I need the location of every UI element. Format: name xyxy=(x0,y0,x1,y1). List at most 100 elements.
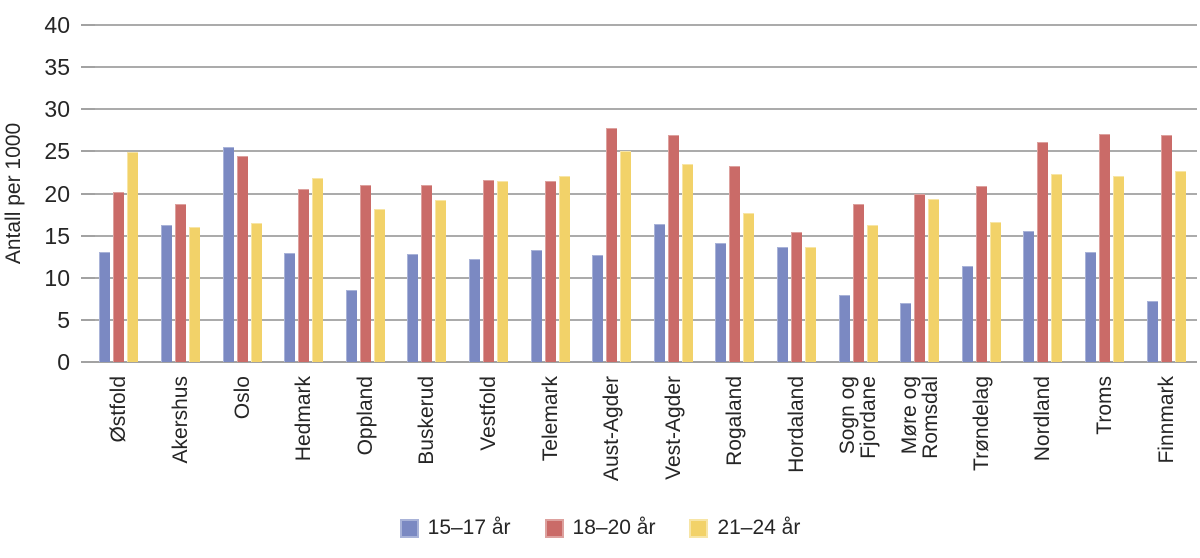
bar-series2-cat5 xyxy=(435,200,447,362)
gridline xyxy=(88,24,1197,26)
bar-series1-cat3 xyxy=(298,189,310,362)
bar-series2-cat13 xyxy=(928,198,940,362)
legend-label: 21–24 år xyxy=(717,516,801,539)
bar-series1-cat8 xyxy=(606,127,618,362)
y-axis-title-text: Antall per 1000 xyxy=(2,122,25,265)
legend-item: 21–24 år xyxy=(689,517,800,539)
bar-series0-cat5 xyxy=(407,254,419,362)
gridline xyxy=(88,192,1197,195)
y-tick-label: 10 xyxy=(44,264,70,291)
bar-series0-cat14 xyxy=(961,265,973,362)
legend-swatch-icon xyxy=(399,518,419,538)
y-axis-tick xyxy=(81,318,95,321)
gridline xyxy=(88,318,1197,321)
bar-series0-cat1 xyxy=(160,224,172,362)
bar-series1-cat1 xyxy=(174,203,186,362)
gridline xyxy=(88,234,1197,237)
bar-series0-cat3 xyxy=(284,253,296,362)
bar-series2-cat8 xyxy=(620,151,632,362)
y-axis-tick-labels: 0 5 10 15 20 25 30 35 40 xyxy=(24,0,70,400)
bar-series2-cat15 xyxy=(1051,174,1063,362)
bar-series0-cat10 xyxy=(715,243,727,362)
bar-series0-cat11 xyxy=(777,247,789,362)
x-axis-label: Buskerud xyxy=(415,376,439,465)
bar-series2-cat9 xyxy=(681,164,693,362)
y-axis-tick xyxy=(81,66,95,69)
bar-series2-cat16 xyxy=(1113,175,1125,362)
x-axis-label: Rogaland xyxy=(723,376,747,466)
x-axis-label: Oppland xyxy=(353,376,377,456)
bar-series0-cat9 xyxy=(653,223,665,362)
bar-series2-cat7 xyxy=(558,175,570,362)
x-axis-label: Vestfold xyxy=(476,376,500,451)
x-axis-line xyxy=(88,361,1197,363)
bar-series0-cat12 xyxy=(838,294,850,362)
y-tick-label: 35 xyxy=(44,54,70,81)
y-axis-tick xyxy=(81,192,95,195)
bar-series2-cat14 xyxy=(989,222,1001,362)
bar-series1-cat4 xyxy=(359,185,371,362)
bar-series0-cat16 xyxy=(1085,251,1097,362)
bar-series1-cat10 xyxy=(729,165,741,362)
bar-series0-cat4 xyxy=(345,290,357,362)
gridline xyxy=(88,276,1197,279)
y-tick-label: 15 xyxy=(44,222,70,249)
bar-series0-cat0 xyxy=(99,251,111,362)
gridline xyxy=(88,66,1197,69)
y-axis-tick xyxy=(81,24,95,26)
x-axis-label: Troms xyxy=(1093,376,1117,435)
legend: 15–17 år 18–20 år 21–24 år xyxy=(0,517,1200,539)
x-axis-label: Vest-Agder xyxy=(661,376,685,480)
bar-series2-cat11 xyxy=(805,247,817,362)
x-axis-label: Møre og Romsdal xyxy=(897,376,942,459)
legend-item: 15–17 år xyxy=(399,516,511,539)
bar-series1-cat14 xyxy=(975,185,987,362)
bar-series1-cat16 xyxy=(1099,133,1111,362)
gridline xyxy=(88,108,1197,111)
bar-series1-cat15 xyxy=(1037,142,1049,362)
bar-series0-cat13 xyxy=(900,303,912,362)
bar-series1-cat9 xyxy=(667,135,679,362)
y-tick-label: 25 xyxy=(44,138,70,165)
bar-series1-cat6 xyxy=(482,180,494,362)
bar-series1-cat12 xyxy=(852,203,864,362)
bar-series2-cat17 xyxy=(1174,170,1186,362)
bar-series2-cat3 xyxy=(312,178,324,362)
y-axis-tick xyxy=(81,234,95,237)
bar-series1-cat17 xyxy=(1160,134,1172,362)
legend-item: 18–20 år xyxy=(544,516,656,539)
bar-series2-cat4 xyxy=(373,208,385,362)
bar-series0-cat6 xyxy=(468,259,480,362)
x-axis-label: Østfold xyxy=(107,376,131,443)
bar-series1-cat5 xyxy=(421,185,433,362)
y-axis-tick xyxy=(81,276,95,279)
bar-series1-cat0 xyxy=(113,191,125,362)
x-axis-label: Telemark xyxy=(538,376,562,462)
bar-series2-cat0 xyxy=(127,152,139,362)
bar-series0-cat7 xyxy=(530,249,542,362)
bar-series2-cat1 xyxy=(188,227,200,362)
x-axis-label: Aust-Agder xyxy=(600,376,624,482)
legend-label: 15–17 år xyxy=(427,516,511,539)
bar-series1-cat11 xyxy=(791,232,803,362)
bar-series2-cat2 xyxy=(250,223,262,362)
bar-series0-cat2 xyxy=(222,147,234,362)
y-tick-label: 30 xyxy=(44,96,70,123)
bar-series1-cat13 xyxy=(914,193,926,362)
x-axis-label: Sogn og Fjordane xyxy=(836,376,881,459)
bar-series1-cat2 xyxy=(236,155,248,362)
bar-series1-cat7 xyxy=(544,180,556,362)
bar-series0-cat8 xyxy=(592,255,604,362)
x-axis-label: Nordland xyxy=(1031,376,1055,462)
y-tick-label: 20 xyxy=(44,180,70,207)
legend-label: 18–20 år xyxy=(572,516,656,539)
bar-series0-cat17 xyxy=(1146,301,1158,362)
y-axis-tick xyxy=(81,361,95,363)
x-axis-label: Akershus xyxy=(168,376,192,464)
bar-series2-cat10 xyxy=(743,212,755,362)
bar-series2-cat12 xyxy=(866,224,878,362)
y-tick-label: 5 xyxy=(57,306,70,333)
y-tick-label: 40 xyxy=(44,12,70,38)
x-axis-label: Hordaland xyxy=(785,376,809,473)
